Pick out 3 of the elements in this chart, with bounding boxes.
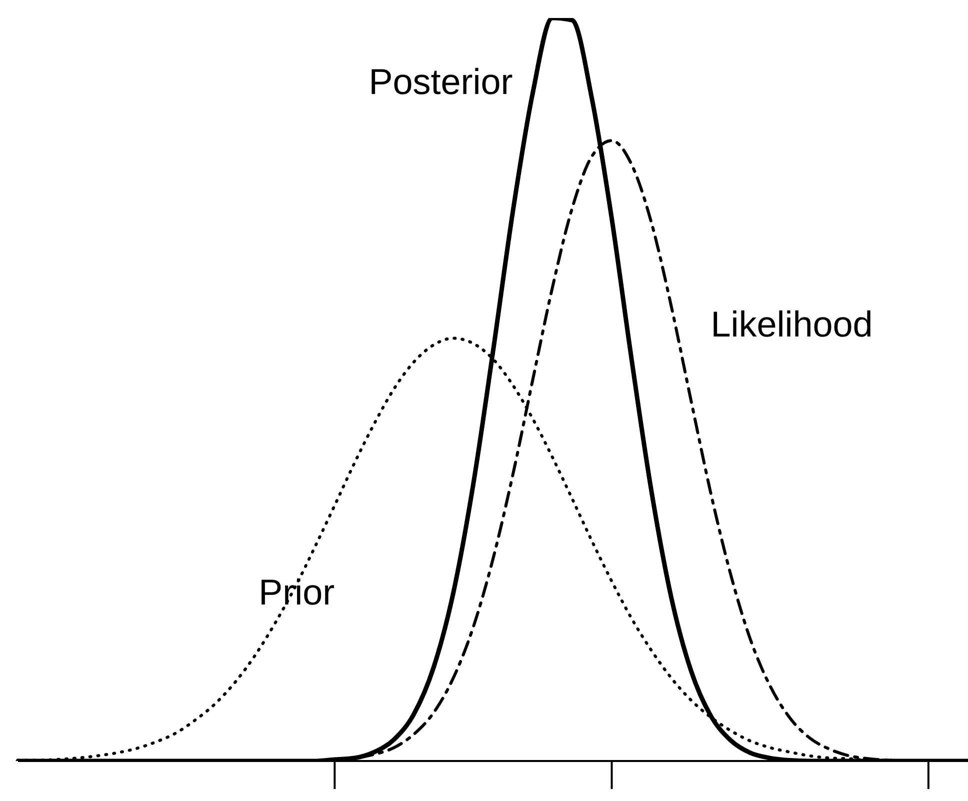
series-label: Likelihood <box>710 303 873 344</box>
series-label: Posterior <box>368 60 513 102</box>
series-label: Prior <box>258 572 335 613</box>
